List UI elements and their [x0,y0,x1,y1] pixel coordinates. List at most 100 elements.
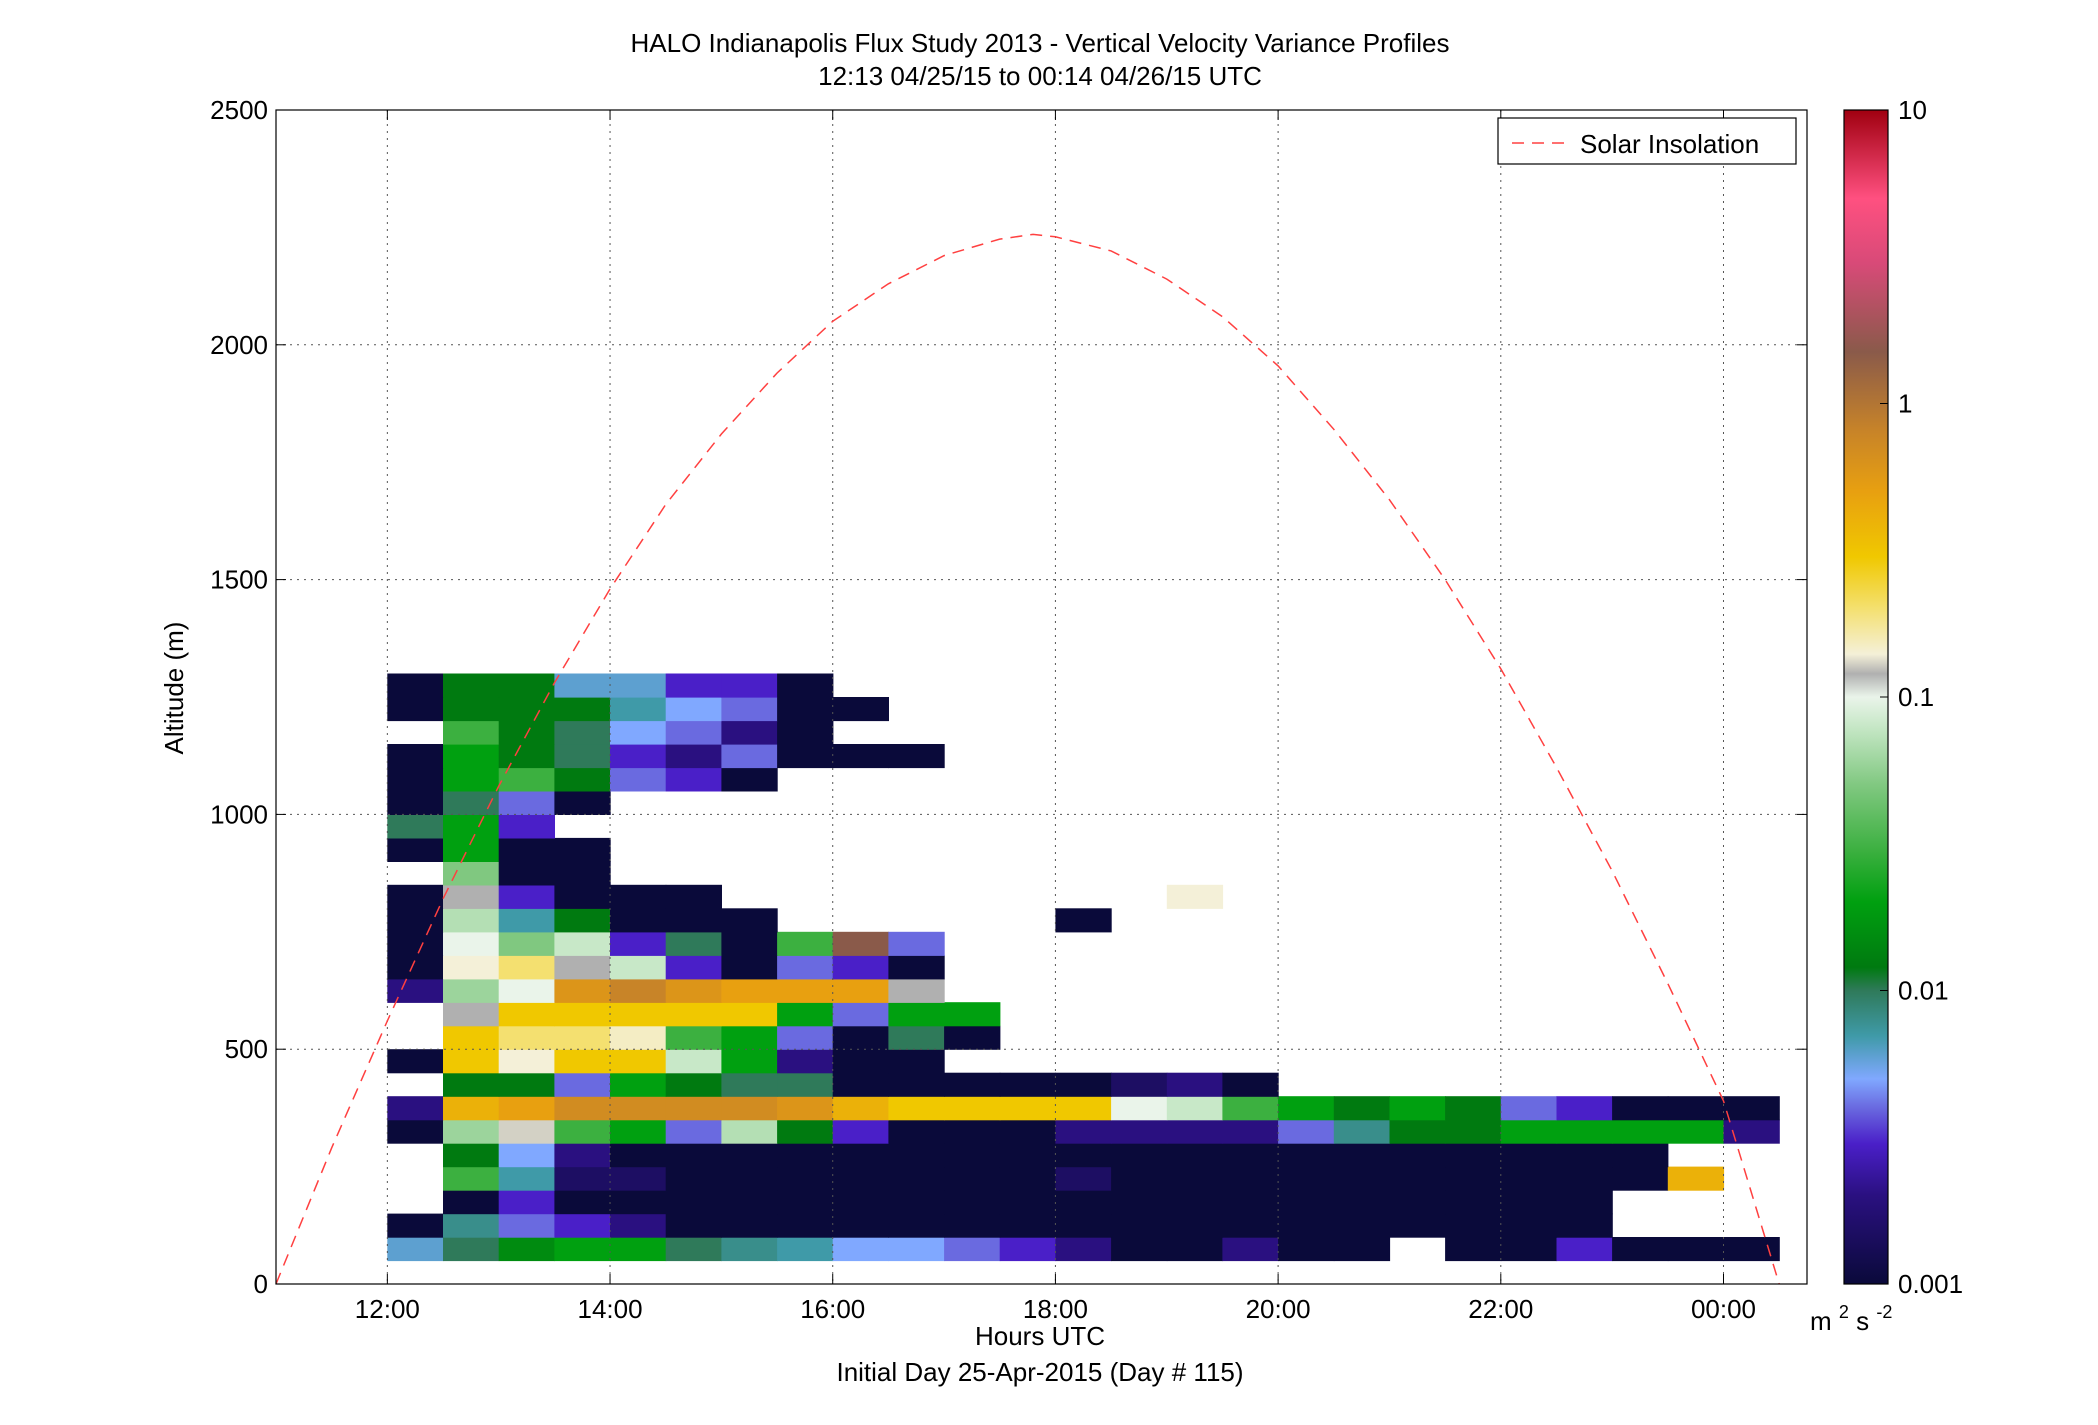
heatmap-cell [777,744,834,769]
heatmap-cell [387,1237,444,1262]
heatmap-cell [1278,1143,1335,1168]
heatmap-cell [443,978,500,1003]
heatmap-cell [665,1213,722,1238]
heatmap-cell [498,1166,555,1191]
heatmap-cell [665,1119,722,1144]
heatmap-cell [1278,1096,1335,1121]
heatmap-cell [665,1096,722,1121]
heatmap-cell [610,1213,667,1238]
heatmap-cell [1278,1119,1335,1144]
heatmap-cell [721,1190,778,1215]
x-tick-label: 16:00 [800,1294,865,1324]
heatmap-cell [721,908,778,933]
heatmap-cell [443,1025,500,1050]
heatmap-cell [944,1213,1001,1238]
colorbar-units: m 2 s -2 [1810,1294,1892,1336]
heatmap-cell [721,697,778,722]
heatmap-cell [999,1072,1056,1097]
heatmap-cell [1389,1143,1446,1168]
heatmap-cell [443,1049,500,1074]
heatmap-cell [1166,1166,1224,1191]
x-axis-label: Hours UTC [975,1321,1105,1351]
heatmap-cell [721,931,778,956]
heatmap-cell [387,1213,444,1238]
heatmap-cell [832,1237,889,1262]
heatmap-cell [554,1119,611,1144]
heatmap-cell [665,673,722,698]
x-tick-label: 20:00 [1246,1294,1311,1324]
heatmap-cell [888,1166,945,1191]
heatmap-cell [944,1072,1001,1097]
heatmap-cell [1111,1190,1168,1215]
heatmap-cell [610,1096,667,1121]
heatmap-cell [777,1190,834,1215]
heatmap-cell [498,673,555,698]
heatmap-cell [498,1143,555,1168]
plot-frame [275,109,1808,1285]
heatmap-cell [610,1072,667,1097]
heatmap-cell [1667,1096,1725,1121]
heatmap-cell [1500,1096,1558,1121]
heatmap-cell [498,1119,555,1144]
heatmap-cell [832,1096,889,1121]
heatmap-cell [665,931,722,956]
x-tick-label: 00:00 [1691,1294,1756,1324]
heatmap-cell [721,1143,778,1168]
heatmap-cell [888,744,945,769]
heatmap-cell [1389,1119,1446,1144]
heatmap-cell [777,1237,834,1262]
heatmap-cell [554,673,611,698]
heatmap-cell [832,1166,889,1191]
heatmap-cell [1055,1096,1112,1121]
colorbar-tick-label: 0.1 [1898,682,1934,712]
heatmap-cell [888,978,945,1003]
heatmap-cell [1166,1072,1224,1097]
heatmap-cell [498,1002,555,1027]
heatmap-cell [387,955,444,980]
heatmap-cell [832,1119,889,1144]
x-tick-label: 22:00 [1468,1294,1533,1324]
heatmap-cell [554,1049,611,1074]
heatmap-cell [443,814,500,839]
heatmap-cell [1055,1119,1112,1144]
colorbar-tick-label: 10 [1898,95,1927,125]
heatmap-cell [1445,1213,1502,1238]
heatmap-cell [777,1025,834,1050]
x-axis-sublabel: Initial Day 25-Apr-2015 (Day # 115) [836,1357,1243,1387]
colorbar-tick-label: 0.001 [1898,1269,1963,1299]
heatmap-cell [554,1002,611,1027]
heatmap-cell [1055,1166,1112,1191]
heatmap-cell [443,1190,500,1215]
heatmap-cell [387,697,444,722]
heatmap-cell [1445,1237,1502,1262]
heatmap-cell [665,767,722,792]
heatmap-cell [1166,884,1224,909]
heatmap-cell [832,955,889,980]
heatmap-cell [443,720,500,745]
y-tick-label: 1000 [210,799,268,829]
heatmap-cell [832,1190,889,1215]
heatmap-cell [665,697,722,722]
heatmap-cell [665,908,722,933]
heatmap-cell [888,1072,945,1097]
y-tick-label: 500 [225,1034,268,1064]
heatmap-cell [443,861,500,886]
heatmap-cell [554,955,611,980]
heatmap-cell [498,1213,555,1238]
heatmap-cell [832,978,889,1003]
heatmap-cell [665,978,722,1003]
heatmap-cell [1055,1213,1112,1238]
heatmap-cell [888,1025,945,1050]
heatmap-cell [387,744,444,769]
heatmap-cell [999,1096,1056,1121]
heatmap-cell [554,1096,611,1121]
heatmap-cell [1445,1096,1502,1121]
heatmap-cell [1556,1190,1613,1215]
heatmap-cell [554,1025,611,1050]
heatmap-cell [1055,1190,1112,1215]
heatmap-cell [721,1072,778,1097]
heatmap-cell [665,1143,722,1168]
heatmap-cell [1055,1143,1112,1168]
heatmap-cell [1667,1166,1725,1191]
